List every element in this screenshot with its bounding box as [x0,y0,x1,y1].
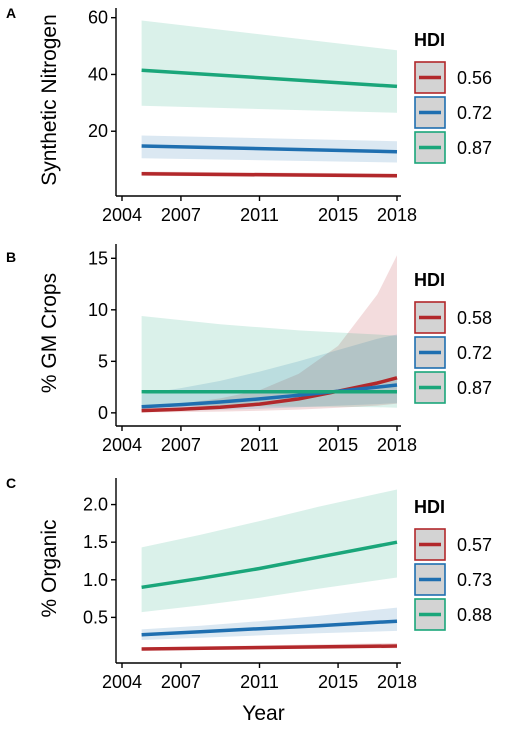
x-tick-label: 2015 [318,435,358,455]
x-tick-label: 2004 [102,435,142,455]
panel-b: B 0 5 10 15 2004 2007 2011 2015 2018 % GM Crops HDI… [6,244,492,455]
x-tick-label: 2018 [377,435,417,455]
panel-letter: C [6,475,16,491]
y-axis-label: Synthetic Nitrogen [38,14,61,186]
y-tick-label: 2.0 [83,495,108,515]
legend-title: HDI [414,497,445,517]
y-axis-label: % GM Crops [38,273,61,393]
x-tick-label: 2004 [102,205,142,225]
x-tick-label: 2011 [240,205,279,225]
series-line-0.87 [141,68,398,89]
confidence-band-0.58 [141,255,397,413]
x-tick-label: 2011 [240,435,279,455]
y-tick-label: 40 [88,64,108,84]
legend-title: HDI [414,30,445,50]
panel-letter: B [6,249,16,265]
y-tick-label: 1.5 [83,532,108,552]
series-line-0.56 [141,172,398,178]
x-tick-label: 2007 [161,672,201,692]
legend: HDI 0.56 0.72 0.87 [414,30,492,164]
legend-label: 0.88 [457,605,492,625]
legend-label: 0.58 [457,308,492,328]
y-tick-label: 0 [98,403,108,423]
legend: HDI 0.58 0.72 0.87 [414,270,492,404]
panel-c: C 0.5 1.0 1.5 2.0 2004 2007 2011 2015 2018 % Organ… [6,475,492,725]
y-tick-label: 20 [88,121,108,141]
series-line-0.73 [141,619,398,637]
x-tick-label: 2011 [240,672,279,692]
confidence-band-0.87 [141,316,397,408]
legend-label: 0.87 [457,378,492,398]
legend: HDI 0.57 0.73 0.88 [414,497,492,631]
legend-label: 0.72 [457,343,492,363]
series-line-0.72 [141,144,398,154]
y-tick-label: 1.0 [83,570,108,590]
legend-title: HDI [414,270,445,290]
legend-label: 0.56 [457,68,492,88]
confidence-band-0.87 [141,20,397,113]
y-tick-label: 10 [88,300,108,320]
y-tick-label: 60 [88,8,108,28]
x-tick-label: 2004 [102,672,142,692]
confidence-band-0.88 [141,489,397,613]
legend-label: 0.73 [457,570,492,590]
x-tick-label: 2015 [318,205,358,225]
legend-label: 0.72 [457,103,492,123]
y-tick-label: 15 [88,248,108,268]
x-tick-label: 2018 [377,205,417,225]
series-line-0.58 [141,376,398,413]
x-axis-label: Year [242,702,284,725]
x-tick-label: 2007 [161,435,201,455]
y-tick-label: 5 [98,351,108,371]
legend-label: 0.57 [457,535,492,555]
y-axis-label: % Organic [38,519,61,617]
panel-a: A 20 40 60 2004 2007 2011 2015 2018 Synthetic Nit… [6,5,492,225]
legend-label: 0.87 [457,138,492,158]
y-tick-label: 0.5 [83,607,108,627]
x-tick-label: 2018 [377,672,417,692]
series-line-0.88 [141,540,398,590]
series-line-0.57 [141,644,398,651]
panel-letter: A [6,5,16,21]
x-tick-label: 2007 [161,205,201,225]
series-line-0.72 [141,383,398,409]
x-tick-label: 2015 [318,672,358,692]
